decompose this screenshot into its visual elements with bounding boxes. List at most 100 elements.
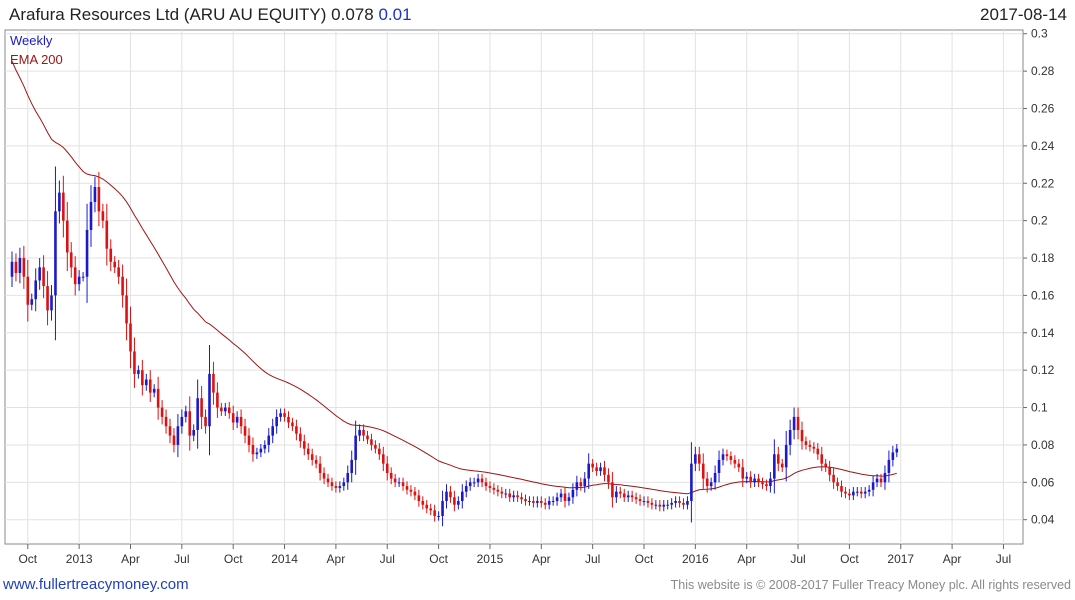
candle	[291, 417, 294, 431]
candle	[338, 481, 342, 493]
candle	[255, 447, 259, 459]
candle	[638, 494, 642, 506]
x-tick-label: Apr	[737, 552, 756, 566]
candle	[887, 450, 891, 483]
candle	[476, 473, 480, 487]
candle	[453, 490, 456, 512]
candle	[792, 407, 796, 440]
y-tick-label: 0.18	[1031, 251, 1055, 265]
candle	[646, 496, 650, 508]
candle	[429, 503, 432, 516]
candle	[310, 448, 314, 466]
candle	[745, 472, 748, 484]
chart-header: Arafura Resources Ltd (ARU AU EQUITY) 0.…	[0, 0, 1075, 30]
candle	[259, 444, 263, 458]
grid-lines	[5, 30, 1023, 544]
candle	[50, 285, 53, 321]
candle	[543, 498, 547, 510]
candle	[749, 471, 752, 488]
candle	[318, 456, 322, 481]
candle	[555, 492, 559, 506]
candle	[508, 488, 511, 502]
candle	[630, 490, 634, 502]
candle	[800, 421, 804, 450]
candle	[686, 496, 689, 510]
candle	[579, 477, 583, 491]
candle	[148, 370, 152, 402]
candle	[883, 465, 887, 490]
x-tick-label: Oct	[840, 552, 859, 566]
candle	[231, 405, 235, 430]
legend-weekly: Weekly	[10, 33, 53, 48]
candle	[358, 424, 361, 442]
candle	[10, 251, 14, 287]
title-text: Arafura Resources Ltd (ARU AU EQUITY) 0.…	[9, 5, 374, 24]
candle	[484, 477, 488, 491]
candle	[263, 440, 267, 454]
y-tick-label: 0.2	[1031, 214, 1048, 228]
candle	[741, 458, 745, 487]
candle	[401, 477, 405, 491]
candle	[393, 473, 397, 487]
candle	[125, 278, 128, 341]
candle	[287, 411, 290, 429]
candle	[334, 481, 338, 493]
candle	[512, 490, 515, 502]
candle	[14, 253, 18, 282]
candle	[188, 396, 192, 451]
x-tick-label: Apr	[532, 552, 551, 566]
candle	[769, 472, 772, 493]
x-tick-label: Oct	[18, 552, 37, 566]
candle	[354, 420, 357, 475]
candle	[729, 451, 733, 465]
candle	[208, 344, 211, 456]
candle	[737, 458, 741, 473]
candle	[117, 259, 120, 285]
candle	[409, 485, 413, 497]
x-tick-label: Apr	[121, 552, 140, 566]
candle	[859, 486, 863, 499]
candle	[536, 496, 539, 508]
candle	[757, 473, 760, 487]
candle	[267, 428, 271, 453]
candle	[22, 245, 26, 289]
candle	[449, 486, 452, 503]
candle	[227, 401, 231, 419]
candle	[366, 430, 369, 445]
candle	[765, 479, 768, 491]
candle	[694, 446, 697, 472]
candle	[780, 458, 784, 473]
candle	[615, 486, 618, 503]
candle	[85, 203, 89, 303]
candle	[152, 384, 156, 398]
candle	[385, 456, 389, 481]
candle	[840, 480, 843, 498]
candle	[133, 337, 136, 388]
site-link[interactable]: www.fullertreacymoney.com	[3, 576, 189, 593]
copyright-notice: This website is © 2008-2017 Fuller Treac…	[670, 578, 1071, 592]
candle	[378, 443, 381, 460]
x-tick-label: Apr	[327, 552, 346, 566]
candle	[591, 458, 594, 473]
candle	[101, 203, 105, 229]
candle	[42, 255, 45, 299]
candle	[662, 500, 666, 512]
candle	[283, 408, 286, 422]
candle	[417, 489, 421, 507]
candle	[113, 256, 116, 273]
candle	[235, 411, 239, 429]
x-tick-label: 2014	[271, 552, 298, 566]
candle	[563, 486, 567, 508]
candle	[382, 446, 385, 472]
candle	[871, 475, 875, 497]
y-tick-label: 0.28	[1031, 64, 1055, 78]
candle	[875, 473, 879, 487]
x-tick-label: 2016	[682, 552, 709, 566]
candle	[725, 449, 729, 461]
candle	[306, 443, 310, 460]
candle	[626, 490, 630, 502]
candle	[374, 440, 377, 454]
candle	[38, 258, 41, 290]
candle	[698, 446, 701, 472]
